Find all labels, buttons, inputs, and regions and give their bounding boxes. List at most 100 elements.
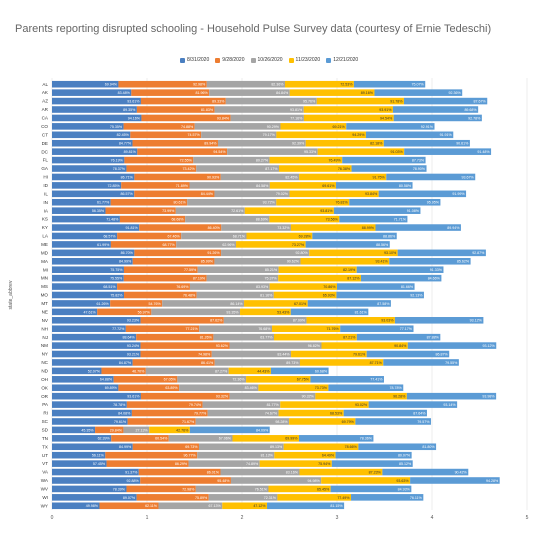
data-label: 75.82% [110,293,123,297]
data-label: 78.37% [113,167,126,171]
bar-segment [258,384,329,392]
bar-segment [181,232,247,240]
data-label: 84.08% [118,411,131,415]
data-label: 89.81% [124,150,137,154]
bar-segment [279,165,352,172]
bar-segment [52,325,126,333]
bar-segment [206,274,279,282]
bar-segment [321,477,411,484]
bar-segment [149,426,190,434]
bar-segment [268,485,331,493]
legend-swatch [180,57,185,63]
bar-segment [309,249,398,257]
bar-segment [121,182,190,189]
bar-segment [353,80,426,88]
bar-segment [291,350,367,358]
bar-segment [52,392,141,400]
bar-segment [131,89,210,96]
bar-segment [158,502,223,510]
data-label: 93.32% [216,395,229,399]
data-label: 93.63% [396,479,409,483]
data-label: 74.67% [265,411,278,415]
bar-segment [140,97,226,105]
data-label: 76.38% [338,167,351,171]
bar-segment [52,384,119,392]
bar-segment [52,291,125,299]
data-label: 94.16% [128,116,141,120]
data-label: 83.48% [118,91,131,95]
bar-segment [244,207,334,214]
data-label: 42.76% [176,428,189,432]
bar-segment [225,97,317,105]
data-label: 81.13% [261,454,274,458]
bar-segment [214,359,300,366]
data-label: 93.02% [355,403,368,407]
data-label: 78.36% [360,437,373,441]
data-label: 82.45% [117,133,130,137]
y-tick-label: IN [43,200,48,205]
bar-segment [221,224,291,231]
y-tick-label: NM [41,343,48,348]
y-tick-label: NE [42,309,48,314]
data-label: 91.99% [452,192,465,196]
bar-segment [110,241,177,248]
data-label: 68.51% [103,285,116,289]
data-label: 94.98% [307,479,320,483]
data-label: 92.80% [296,251,309,255]
data-label: 72.98% [182,487,195,491]
bar-segment [339,215,408,223]
data-label: 77.16% [290,116,303,120]
data-label: 62.11% [145,504,158,508]
bar-segment [349,198,441,206]
data-label: 73.32% [277,226,290,230]
y-tick-label: CT [42,132,48,137]
bar-segment [99,502,159,510]
data-label: 77.41% [370,378,383,382]
bar-segment [139,224,222,231]
data-label: 72.61% [231,209,244,213]
y-tick-label: MT [41,301,48,306]
x-tick-label: 4 [431,515,434,521]
data-label: 88.69% [256,218,269,222]
y-tick-label: ME [41,242,48,247]
bar-segment [328,384,404,392]
data-label: 71.48% [106,218,119,222]
bar-segment [317,148,405,155]
data-label: 73.73% [315,386,328,390]
data-label: 82.45% [285,175,298,179]
bar-segment [303,114,394,122]
data-label: 91.08% [407,209,420,213]
data-label: 89.35% [123,108,136,112]
data-label: 87.73% [412,158,425,162]
data-label: 60.68% [315,369,328,373]
bar-segment [289,418,356,425]
bar-segment [378,190,467,198]
data-label: 70.86% [323,285,336,289]
data-label: 87.21% [343,336,356,340]
x-tick-label: 0 [51,515,54,521]
bar-segment [52,485,127,493]
bar-segment [330,485,412,493]
bar-segment [52,502,100,510]
bar-segment [52,114,142,122]
data-label: 76.69% [176,285,189,289]
data-label: 79.61% [114,420,127,424]
data-label: 73.56% [326,218,339,222]
data-label: 69.89% [105,386,118,390]
data-label: 86.41% [201,361,214,365]
bar-segment [198,443,284,451]
bar-segment [119,215,186,223]
bar-segment [52,89,132,96]
data-label: 93.12% [483,344,496,348]
data-label: 78.78% [113,403,126,407]
bar-segment [236,241,306,248]
y-tick-label: OH [41,377,48,382]
bar-segment [189,426,270,434]
data-label: 87.67% [474,99,487,103]
bar-segment [298,435,374,442]
data-label: 89.94% [204,142,217,146]
bar-segment [194,123,281,130]
data-label: 93.98% [482,395,495,399]
data-label: 64.49% [322,454,335,458]
data-label: 27.13% [136,428,149,432]
